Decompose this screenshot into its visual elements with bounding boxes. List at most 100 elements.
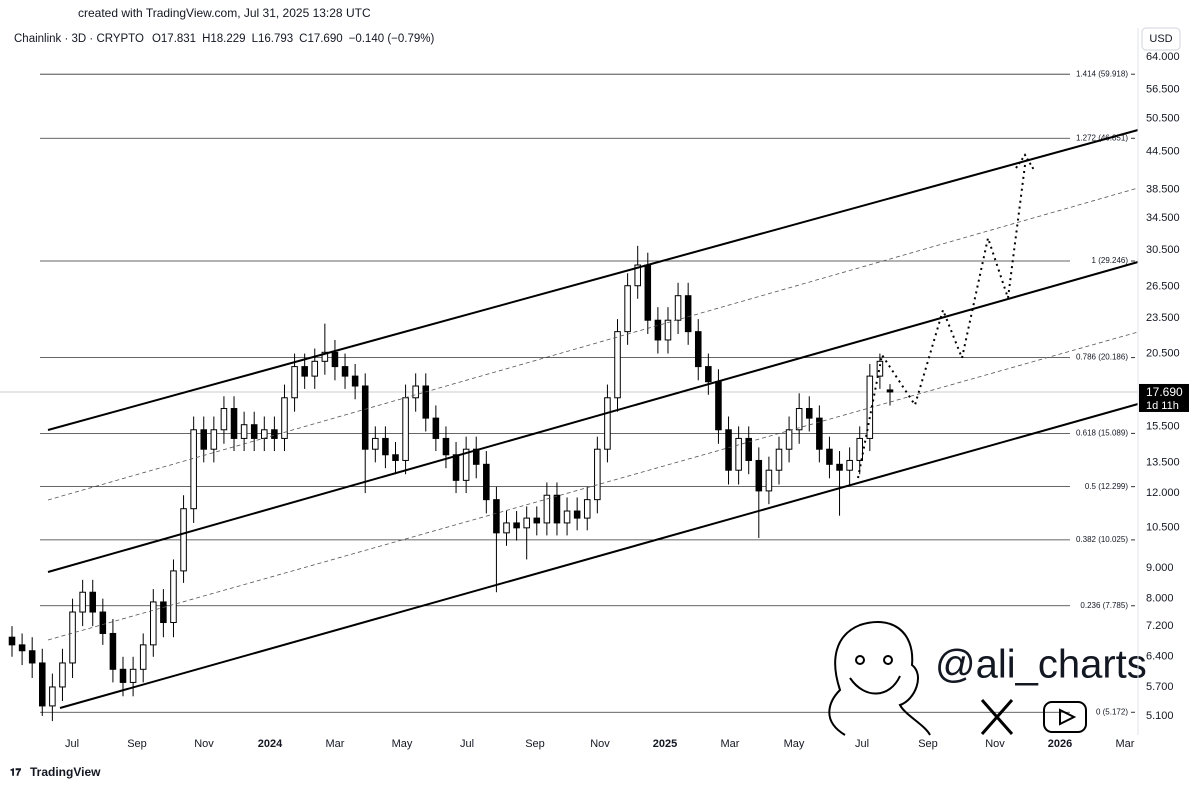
x-tick-label: May	[392, 738, 413, 750]
candle-body	[442, 437, 450, 456]
candle-body	[18, 644, 26, 652]
candle	[805, 396, 813, 432]
candle	[725, 416, 732, 485]
candle	[79, 579, 86, 627]
candle-body	[644, 264, 652, 321]
close: C17.690	[299, 33, 342, 45]
candle	[624, 273, 631, 345]
x-tick-label: Nov	[194, 738, 214, 750]
candle	[826, 436, 833, 479]
candle-body	[604, 397, 611, 450]
y-tick-label: 13.500	[1146, 456, 1180, 468]
currency-box[interactable]	[1141, 27, 1181, 51]
candle	[49, 673, 56, 722]
candle-body	[49, 686, 56, 707]
candle-body	[624, 285, 631, 333]
currency[interactable]: USD	[1149, 33, 1172, 45]
candle-body	[856, 437, 863, 461]
x-tick-label: 2024	[258, 738, 283, 750]
candle	[129, 656, 137, 697]
candle	[331, 339, 339, 381]
candle	[755, 447, 763, 538]
candle-body	[846, 459, 853, 471]
candle-body	[392, 454, 399, 461]
candle	[382, 426, 389, 469]
candle	[442, 426, 450, 469]
candle	[200, 416, 208, 463]
candle	[89, 579, 97, 627]
countdown-label: 1d 11h	[1146, 400, 1179, 412]
candle	[59, 648, 66, 702]
candle-body	[513, 522, 520, 529]
y-tick-label: 20.500	[1146, 347, 1180, 359]
candle	[281, 384, 288, 452]
candle-body	[301, 366, 308, 377]
candle-body	[291, 366, 298, 399]
low: L16.793	[252, 33, 294, 45]
brand-logo: 𝟏𝟕	[10, 768, 22, 779]
smile	[849, 675, 901, 695]
candle-body	[664, 319, 672, 341]
candle-body	[422, 385, 430, 419]
plot-area: 1.414 (59.918) 1.272 (46.851) 1 (29.246) 0.…	[0, 69, 1138, 722]
candle-body	[372, 437, 379, 450]
fib-label: 0.382 (10.025)	[1076, 535, 1128, 544]
candle	[684, 282, 692, 345]
candle	[795, 393, 803, 444]
candle	[250, 411, 258, 452]
candle	[109, 618, 117, 683]
candle-body	[79, 591, 86, 613]
x-tick-label: Jul	[460, 738, 474, 750]
candle	[240, 411, 248, 452]
fib-label: 0.786 (20.186)	[1076, 353, 1128, 362]
x-tick-label: 2026	[1048, 738, 1072, 750]
last-price-box	[1139, 383, 1189, 412]
x-tick-label: Nov	[985, 738, 1005, 750]
last-price-label: 17.690	[1146, 385, 1183, 399]
candle	[432, 405, 440, 452]
youtube-logo[interactable]	[1043, 701, 1087, 733]
candle	[18, 633, 26, 666]
candle-body	[150, 601, 157, 646]
candle-body	[452, 454, 460, 481]
candle	[563, 497, 571, 536]
face-sketch	[828, 620, 931, 736]
chart-header: Chainlink · 3D · CRYPTO O17.831 H18.229 L16…	[14, 33, 434, 45]
candle	[422, 373, 430, 432]
y-tick-label: 12.000	[1146, 487, 1180, 499]
y-tick-label: 56.500	[1146, 83, 1180, 95]
candle	[594, 436, 601, 514]
candle	[341, 353, 349, 389]
fib-label: 0.236 (7.785)	[1080, 601, 1128, 610]
candle-body	[594, 448, 601, 501]
candle	[856, 426, 863, 475]
candle	[291, 353, 298, 412]
created-note: created with TradingView.com, Jul 31, 20…	[78, 6, 371, 20]
candle	[523, 506, 530, 560]
candle-body	[281, 397, 288, 439]
candle	[190, 416, 197, 523]
x-tick-label: May	[784, 738, 805, 750]
candle-body	[876, 360, 884, 377]
candle	[28, 637, 36, 678]
candle-body	[765, 469, 773, 492]
candle-body	[351, 375, 359, 387]
change: −0.140 (−0.79%)	[349, 33, 435, 45]
candle-body	[614, 331, 621, 399]
candle-body	[483, 463, 490, 501]
candle	[503, 511, 510, 546]
candle-body	[533, 517, 541, 524]
candle-body	[119, 668, 127, 683]
candle	[321, 323, 329, 375]
candle-body	[160, 601, 167, 624]
candle-body	[311, 360, 319, 377]
candle-body	[795, 408, 803, 431]
x-tick-label: 2025	[653, 738, 677, 750]
candle	[351, 363, 359, 400]
candle-body	[220, 408, 228, 431]
candle-body	[412, 385, 419, 399]
candle	[139, 633, 147, 683]
candle-body	[210, 429, 218, 450]
x-logo[interactable]	[980, 699, 1014, 735]
